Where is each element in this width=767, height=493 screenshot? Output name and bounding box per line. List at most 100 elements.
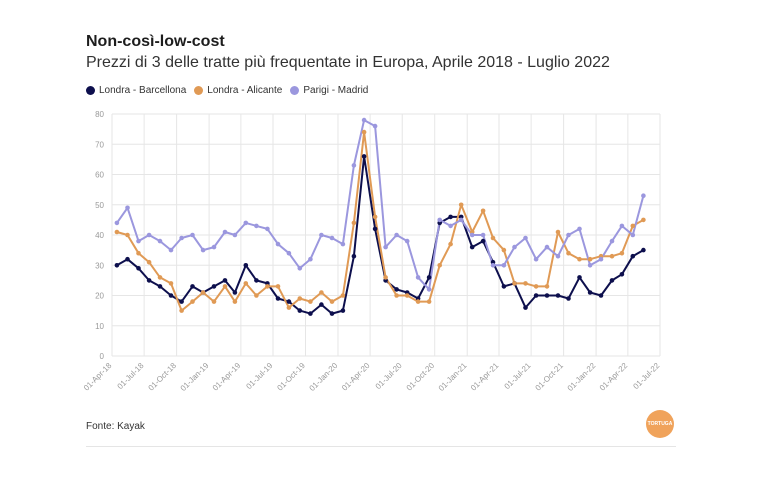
- data-point-series-0: [319, 302, 324, 307]
- data-point-series-2: [555, 253, 561, 259]
- data-point-series-2: [232, 232, 238, 238]
- data-point-series-1: [157, 275, 163, 280]
- y-tick-label: 0: [100, 352, 105, 361]
- data-point-series-0: [641, 247, 646, 253]
- data-point-series-1: [641, 217, 646, 223]
- data-point-series-0: [426, 275, 432, 280]
- data-point-series-0: [394, 287, 399, 292]
- x-axis-tick-labels: 01-Apr-18 01-Jul-18 01-Oct-18 01-Jan-19 01-A…: [82, 361, 662, 393]
- data-point-series-1: [501, 247, 507, 253]
- data-point-series-1: [448, 241, 453, 247]
- data-point-series-0: [243, 263, 249, 268]
- data-point-series-2: [200, 247, 206, 253]
- data-point-series-1: [577, 256, 582, 262]
- data-point-series-1: [372, 214, 378, 220]
- data-point-series-0: [146, 278, 152, 283]
- data-point-series-2: [501, 263, 507, 268]
- data-point-series-2: [222, 229, 228, 235]
- data-point-series-1: [480, 208, 486, 214]
- data-point-series-2: [480, 232, 486, 238]
- data-point-series-2: [254, 223, 259, 229]
- data-point-series-2: [544, 244, 550, 250]
- x-tick-label: 01-Jan-21: [437, 361, 469, 393]
- data-point-series-1: [458, 202, 464, 208]
- data-point-series-0: [437, 220, 443, 226]
- x-tick-label: 01-Apr-19: [211, 361, 243, 393]
- data-point-series-1: [265, 284, 270, 289]
- data-point-series-2: [136, 238, 141, 244]
- data-point-series-1: [437, 263, 443, 268]
- data-point-series-2: [448, 223, 453, 229]
- data-point-series-2: [469, 232, 475, 238]
- data-point-series-2: [308, 256, 313, 262]
- data-point-series-1: [114, 229, 120, 235]
- data-point-series-0: [275, 296, 281, 301]
- y-tick-label: 60: [95, 171, 104, 180]
- y-tick-label: 40: [95, 231, 104, 240]
- data-point-series-0: [383, 278, 388, 283]
- source-note: Fonte: Kayak: [86, 421, 145, 432]
- data-point-series-0: [469, 244, 475, 250]
- brand-logo: TORTUGA: [646, 410, 674, 438]
- y-axis-tick-labels: 0 10 20 30 40 50 60 70 80: [95, 110, 104, 361]
- data-point-series-1: [426, 299, 432, 304]
- data-point-series-2: [598, 256, 604, 262]
- data-point-series-0: [630, 253, 636, 259]
- data-point-series-2: [340, 241, 346, 247]
- data-point-series-1: [394, 293, 399, 298]
- x-tick-label: 01-Apr-18: [82, 361, 114, 393]
- data-point-series-2: [157, 238, 163, 244]
- data-point-series-2: [211, 244, 217, 250]
- data-point-series-0: [501, 284, 507, 289]
- data-point-series-1: [609, 253, 615, 259]
- data-point-series-1: [469, 229, 475, 235]
- data-point-series-0: [490, 259, 496, 265]
- data-point-series-1: [136, 250, 141, 256]
- data-point-series-1: [544, 284, 550, 289]
- data-point-series-0: [544, 293, 550, 298]
- data-point-series-2: [361, 117, 367, 123]
- data-point-series-1: [125, 232, 130, 238]
- data-point-series-2: [351, 163, 357, 168]
- data-point-series-0: [609, 278, 615, 283]
- data-point-series-2: [404, 238, 410, 244]
- data-point-series-2: [329, 235, 335, 241]
- y-tick-label: 10: [95, 322, 104, 331]
- data-point-series-0: [232, 290, 238, 295]
- data-point-series-2: [168, 247, 174, 253]
- data-point-series-1: [254, 293, 259, 298]
- data-point-series-1: [297, 296, 303, 301]
- y-tick-label: 20: [95, 292, 104, 301]
- data-point-series-2: [437, 217, 443, 223]
- data-point-series-1: [319, 290, 324, 295]
- data-point-series-1: [587, 256, 593, 262]
- series-points: [114, 117, 646, 316]
- y-tick-label: 70: [95, 140, 104, 149]
- x-tick-label: 01-Apr-21: [469, 361, 501, 393]
- x-tick-label: 01-Jul-21: [503, 361, 533, 391]
- data-point-series-2: [609, 238, 615, 244]
- data-point-series-2: [415, 275, 421, 280]
- data-point-series-1: [232, 299, 238, 304]
- y-tick-label: 30: [95, 261, 104, 270]
- data-point-series-0: [619, 272, 625, 277]
- data-point-series-1: [243, 281, 249, 286]
- data-point-series-0: [190, 284, 195, 289]
- chart-grid: [111, 113, 661, 357]
- data-point-series-1: [179, 308, 184, 313]
- data-point-series-2: [426, 287, 432, 292]
- y-tick-label: 80: [95, 110, 104, 119]
- data-point-series-0: [404, 290, 410, 295]
- data-point-series-1: [340, 293, 346, 298]
- data-point-series-1: [523, 281, 528, 286]
- data-point-series-1: [630, 223, 636, 229]
- data-point-series-1: [404, 293, 410, 298]
- legend-item-barcellona: Londra - Barcellona: [86, 85, 186, 96]
- data-point-series-2: [265, 226, 270, 232]
- data-point-series-2: [533, 256, 539, 262]
- data-point-series-2: [630, 232, 636, 238]
- data-point-series-1: [200, 290, 206, 295]
- data-point-series-0: [308, 311, 313, 316]
- data-point-series-0: [415, 296, 421, 301]
- x-tick-label: 01-Oct-21: [533, 361, 565, 393]
